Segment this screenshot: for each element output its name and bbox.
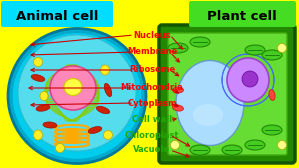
Text: Cytoplasm: Cytoplasm <box>127 98 177 108</box>
Ellipse shape <box>262 125 282 135</box>
Text: Cell wall: Cell wall <box>132 116 172 124</box>
Ellipse shape <box>173 87 184 93</box>
Ellipse shape <box>96 106 110 114</box>
Text: Ribosome: Ribosome <box>129 66 175 74</box>
Ellipse shape <box>269 90 275 100</box>
Ellipse shape <box>245 140 265 150</box>
FancyBboxPatch shape <box>159 25 295 163</box>
Ellipse shape <box>262 50 282 60</box>
FancyBboxPatch shape <box>168 33 287 155</box>
Text: Chloroplast: Chloroplast <box>125 131 179 139</box>
Ellipse shape <box>43 122 57 128</box>
Ellipse shape <box>176 60 244 145</box>
FancyBboxPatch shape <box>189 1 296 27</box>
Text: Animal cell: Animal cell <box>16 10 98 23</box>
Ellipse shape <box>8 29 146 163</box>
Ellipse shape <box>190 37 210 47</box>
Ellipse shape <box>31 75 45 81</box>
Ellipse shape <box>277 140 286 150</box>
Ellipse shape <box>173 105 184 111</box>
Text: Membrane: Membrane <box>127 48 177 56</box>
Ellipse shape <box>227 58 269 102</box>
Ellipse shape <box>50 66 96 110</box>
Ellipse shape <box>190 145 210 155</box>
Ellipse shape <box>245 45 265 55</box>
Ellipse shape <box>100 65 109 75</box>
Ellipse shape <box>64 78 82 95</box>
Text: Plant cell: Plant cell <box>207 10 277 23</box>
Text: Vacuole: Vacuole <box>133 145 170 155</box>
Ellipse shape <box>40 92 48 100</box>
Ellipse shape <box>103 131 112 139</box>
Ellipse shape <box>170 140 179 150</box>
Ellipse shape <box>36 105 50 111</box>
Text: Nucleus: Nucleus <box>133 31 171 39</box>
Ellipse shape <box>18 35 136 151</box>
Ellipse shape <box>33 57 42 67</box>
Ellipse shape <box>12 32 142 159</box>
Text: Mitochondria: Mitochondria <box>120 83 183 93</box>
Ellipse shape <box>193 104 223 126</box>
Ellipse shape <box>242 71 258 87</box>
Ellipse shape <box>104 83 112 97</box>
FancyBboxPatch shape <box>1 1 113 27</box>
Ellipse shape <box>33 130 42 140</box>
Ellipse shape <box>88 127 102 133</box>
Ellipse shape <box>56 143 65 153</box>
Ellipse shape <box>222 145 242 155</box>
Ellipse shape <box>168 43 188 53</box>
Ellipse shape <box>277 44 286 52</box>
